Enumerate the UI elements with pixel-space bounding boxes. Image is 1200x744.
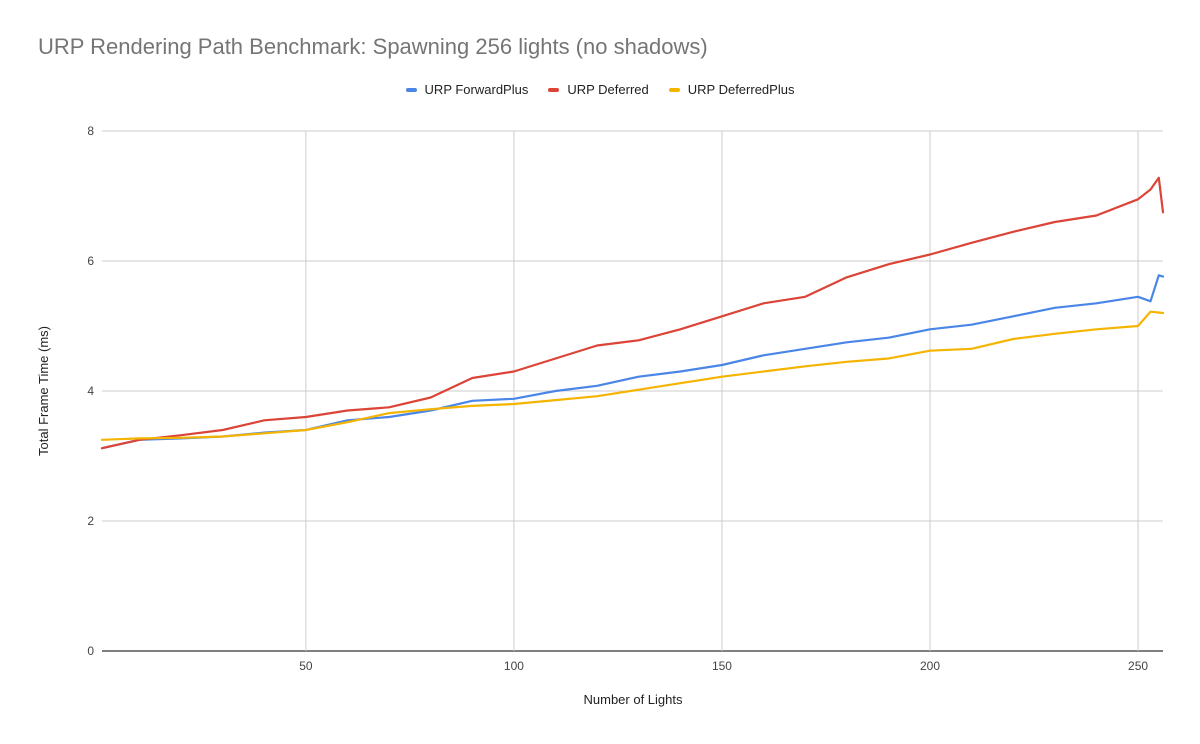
- tick-labels: 0 2 4 6 8 50 100 150 200 250: [87, 124, 1148, 673]
- y-tick-label: 8: [87, 124, 94, 138]
- legend-swatch-forwardplus: [405, 87, 417, 92]
- legend-swatch-deferredplus: [668, 87, 680, 92]
- series-line-deferred[interactable]: [100, 176, 1165, 450]
- x-tick-label: 150: [712, 659, 732, 673]
- legend-label-deferred: URP Deferred: [567, 82, 649, 97]
- x-axis-title: Number of Lights: [584, 692, 683, 707]
- series-lines: [100, 176, 1165, 450]
- x-tick-label: 50: [299, 659, 313, 673]
- legend-label-forwardplus: URP ForwardPlus: [424, 82, 529, 97]
- series-line-deferredplus[interactable]: [100, 310, 1165, 441]
- chart-title: URP Rendering Path Benchmark: Spawning 2…: [38, 34, 708, 59]
- x-tick-label: 250: [1128, 659, 1148, 673]
- legend-item-deferredplus[interactable]: URP DeferredPlus: [668, 82, 795, 97]
- y-axis-title: Total Frame Time (ms): [36, 326, 51, 456]
- legend-label-deferredplus: URP DeferredPlus: [687, 82, 795, 97]
- y-tick-label: 4: [87, 384, 94, 398]
- legend-swatch-deferred: [548, 87, 560, 92]
- y-tick-label: 0: [87, 644, 94, 658]
- legend-item-deferred[interactable]: URP Deferred: [548, 82, 649, 97]
- legend: URP ForwardPlus URP Deferred URP Deferre…: [0, 82, 1200, 97]
- legend-item-forwardplus[interactable]: URP ForwardPlus: [405, 82, 529, 97]
- y-tick-label: 2: [87, 514, 94, 528]
- y-tick-label: 6: [87, 254, 94, 268]
- x-tick-label: 200: [920, 659, 940, 673]
- x-tick-label: 100: [504, 659, 524, 673]
- series-line-forwardplus[interactable]: [100, 274, 1165, 450]
- grid-lines: [102, 130, 1163, 652]
